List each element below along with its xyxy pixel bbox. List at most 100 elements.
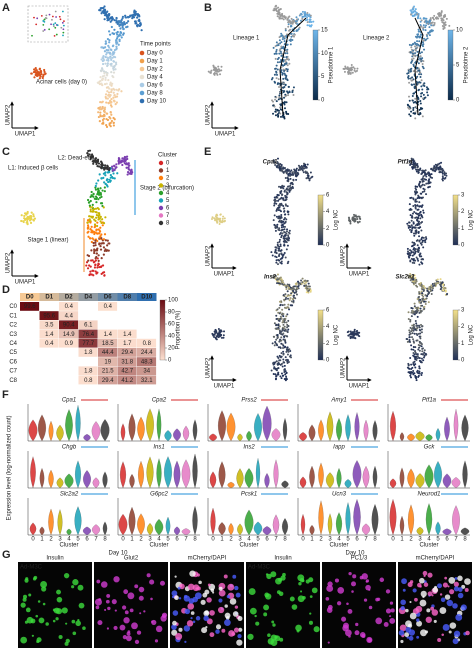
micrograph-speck [134,584,139,589]
cell-dot [270,369,273,372]
colorbar-tick-label: 2 [461,209,465,215]
cell-dot [287,359,290,362]
cell-dot [283,117,286,120]
cell-dot [101,162,104,165]
micrograph-speck [209,632,215,638]
cell-dot [279,203,282,206]
cell-dot [103,5,106,8]
cell-dot [117,158,121,161]
cell-dot [442,21,445,24]
micrograph-speck [138,586,145,593]
colorbar-tick-label: 6 [326,308,330,314]
colorbar-title: Proportion (%) [176,311,182,350]
cell-dot [277,162,280,165]
inset-dot [45,14,48,17]
violin [352,460,362,489]
cell-dot [286,205,289,208]
cell-dot [292,93,295,96]
legend-swatch [158,190,164,196]
cell-dot [292,290,295,293]
heat-cell [137,375,157,385]
micrograph-speck [37,600,41,603]
cell-dot [99,114,102,117]
micrograph-speck [236,639,243,646]
cell-dot [281,53,284,56]
cell-dot [420,58,423,61]
micrograph-speck [346,602,349,606]
cell-dot [353,330,356,333]
cell-dot [410,250,413,253]
cell-dot [287,25,290,28]
inset-dot [35,23,38,26]
cell-dot [415,311,418,314]
cell-dot [288,15,291,18]
cell-dot [422,290,425,293]
micrograph-speck [389,601,394,605]
heat-cell [117,302,137,311]
micrograph-speck [442,624,450,631]
cell-dot [29,218,33,221]
cell-dot [409,226,412,229]
cell-dot [280,234,283,237]
micrograph-speck [126,631,131,636]
gene-title: Ptf1a [398,160,413,166]
heat-cell [117,375,137,385]
cell-dot [113,28,116,31]
cell-dot [288,29,291,32]
cell-dot [419,71,422,74]
micrograph-speck [461,584,466,589]
cell-dot [282,207,285,210]
cell-dot [281,333,284,336]
micrograph-speck [25,607,31,613]
cell-dot [412,204,415,207]
cell-dot [278,52,281,55]
cell-dot [40,72,43,76]
cell-dot [115,166,118,169]
cell-dot [284,341,287,344]
cell-dot [274,108,277,111]
cell-dot [414,250,417,253]
cell-dot [352,331,355,334]
cell-dot [115,31,118,34]
cell-dot [272,276,275,279]
inset-dot [54,26,57,29]
cell-dot [304,281,307,284]
cell-dot [443,177,446,180]
micrograph-speck [172,610,179,616]
cell-dot [219,213,222,216]
cell-dot [96,193,99,196]
cell-dot [440,168,443,171]
cell-dot [414,306,417,309]
cell-dot [130,168,133,171]
cell-dot [112,116,115,120]
cell-dot [283,72,286,75]
cell-dot [408,228,411,231]
cell-dot [411,261,414,264]
inset-dot [62,34,64,37]
cell-dot [110,88,113,91]
micrograph-speck [278,577,283,582]
panel-label: B [204,2,212,14]
cell-dot [419,242,422,245]
cell-dot [301,169,304,172]
heat-cell [78,311,98,320]
cell-dot [121,22,124,25]
cell-dot [289,288,292,291]
cell-dot [291,34,294,37]
heat-cell [39,366,59,376]
cell-dot [406,338,409,341]
cell-dot [117,89,120,92]
cell-dot [406,340,409,343]
legend-swatch [158,183,164,188]
cell-dot [278,36,281,39]
cell-dot [134,20,137,23]
micrograph-speck [171,624,177,630]
cell-dot [284,29,287,32]
cell-dot [418,201,421,204]
cell-dot [273,73,276,76]
cell-dot [300,279,303,282]
cell-dot [115,101,119,104]
legend-swatch [158,168,164,173]
cell-dot [30,72,33,75]
cell-dot [417,374,420,377]
